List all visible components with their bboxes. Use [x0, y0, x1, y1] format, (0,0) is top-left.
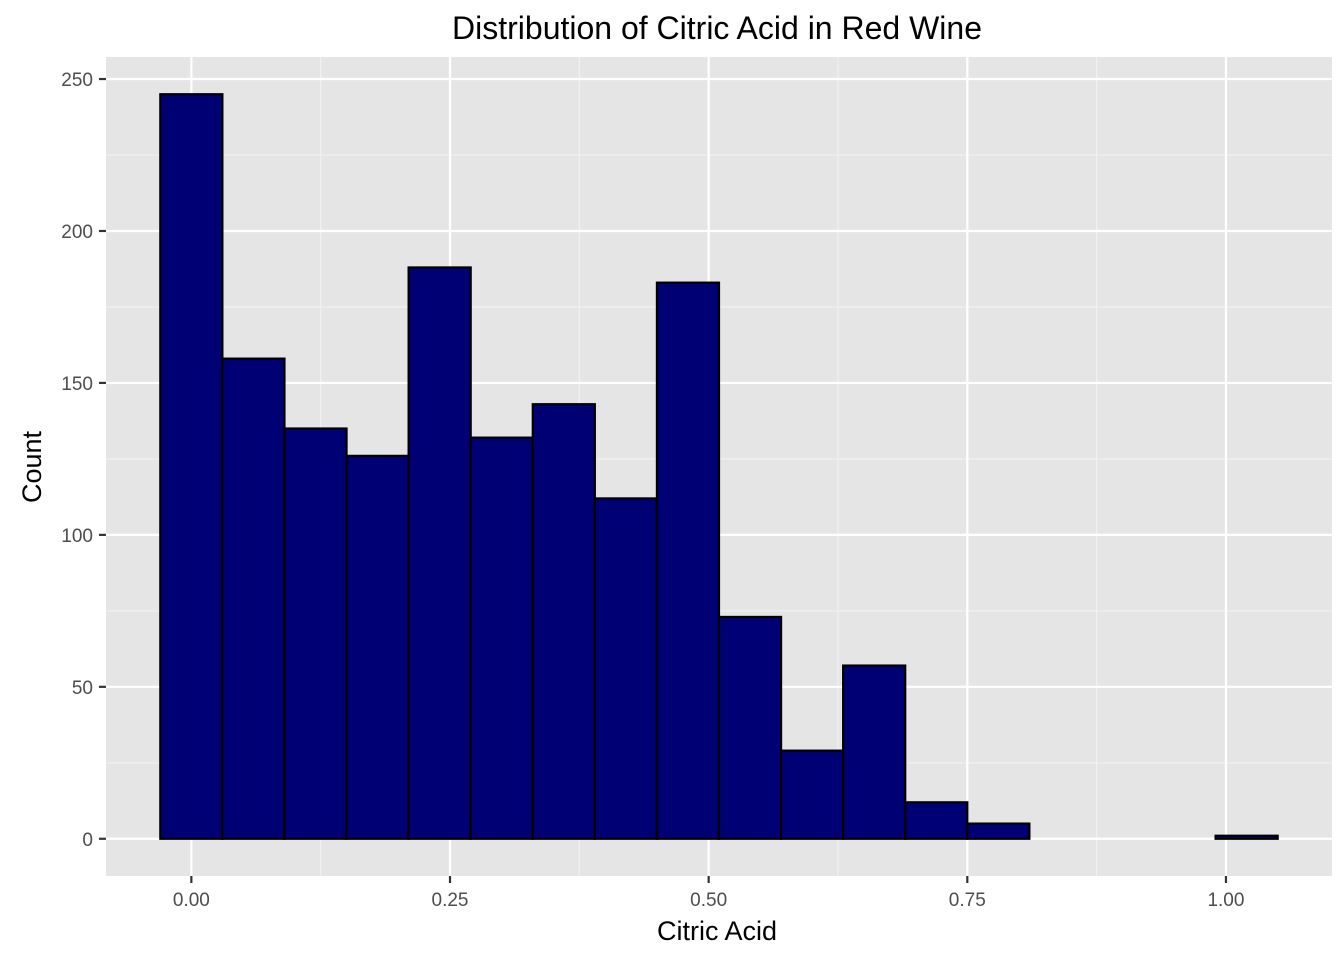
histogram-bar — [593, 497, 659, 840]
y-tick-label: 50 — [72, 678, 93, 699]
histogram-bar — [717, 615, 783, 840]
x-tick-label: 0.00 — [173, 890, 210, 911]
histogram-bar — [904, 801, 969, 840]
histogram-bar — [283, 427, 348, 840]
histogram-bar — [345, 454, 410, 840]
histogram-bar — [842, 664, 907, 840]
x-axis-title: Citric Acid — [657, 916, 777, 946]
histogram-bar — [531, 403, 596, 840]
y-axis: 0 50 100 150 200 250 — [61, 70, 106, 851]
x-tick-label: 0.75 — [949, 890, 986, 911]
x-tick-label: 0.25 — [432, 890, 469, 911]
histogram-bar — [407, 266, 472, 840]
histogram-bar — [159, 93, 224, 840]
chart-title: Distribution of Citric Acid in Red Wine — [452, 10, 982, 46]
y-tick-label: 150 — [61, 374, 93, 395]
y-tick-label: 200 — [61, 222, 93, 243]
histogram-bar — [221, 357, 286, 840]
x-tick-label: 1.00 — [1207, 890, 1244, 911]
y-tick-label: 0 — [82, 830, 93, 851]
histogram-bar — [655, 281, 721, 840]
histogram-bar — [1214, 834, 1279, 840]
y-axis-title: Count — [17, 430, 47, 503]
y-tick-label: 100 — [61, 526, 93, 547]
y-tick-label: 250 — [61, 70, 93, 91]
histogram-bar — [469, 436, 534, 840]
histogram-bars — [159, 93, 1279, 840]
histogram-bar — [779, 749, 845, 840]
x-axis: 0.00 0.25 0.50 0.75 1.00 — [173, 876, 1244, 911]
x-tick-label: 0.50 — [690, 890, 727, 911]
histogram-bar — [966, 822, 1031, 840]
